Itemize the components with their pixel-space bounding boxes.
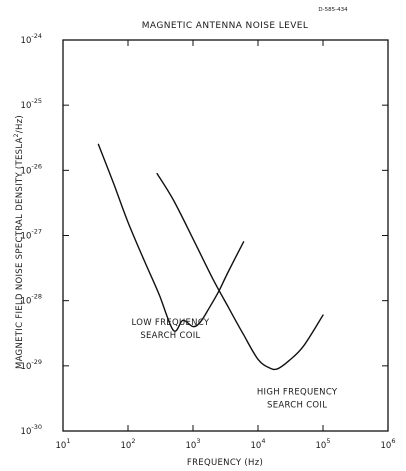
x-tick-label: 101 xyxy=(56,437,71,451)
x-tick-label: 105 xyxy=(316,437,331,451)
y-tick-label: 10-27 xyxy=(21,228,42,242)
y-axis-label-suffix: /Hz) xyxy=(15,115,25,133)
y-tick-label: 10-29 xyxy=(21,358,42,372)
y-axis-label: MAGNETIC FIELD NOISE SPECTRAL DENSITY (T… xyxy=(13,115,25,369)
high-frequency-label: HIGH FREQUENCY SEARCH COIL xyxy=(257,388,338,411)
low-frequency-search-coil-curve xyxy=(97,143,245,332)
high-frequency-search-coil-curve xyxy=(156,172,324,371)
x-axis: 101 102 103 104 105 106 xyxy=(56,40,396,451)
plot-area xyxy=(62,39,389,432)
y-tick-label: 10-30 xyxy=(21,423,42,437)
figure-id: D-585-434 xyxy=(318,7,348,13)
y-axis: 10-24 10-25 10-26 10-27 10-28 10-29 10-30 xyxy=(21,32,388,437)
y-tick-label: 10-25 xyxy=(21,97,42,111)
x-axis-label: FREQUENCY (Hz) xyxy=(187,458,263,468)
x-tick-label: 106 xyxy=(381,437,396,451)
y-tick-label: 10-24 xyxy=(21,32,42,46)
y-tick-label: 10-26 xyxy=(21,162,42,176)
y-axis-label-prefix: MAGNETIC FIELD NOISE SPECTRAL DENSITY (T… xyxy=(15,137,25,369)
x-tick-label: 102 xyxy=(121,437,136,451)
low-frequency-label: LOW FREQUENCY SEARCH COIL xyxy=(131,318,209,341)
x-tick-label: 104 xyxy=(251,437,266,451)
y-tick-label: 10-28 xyxy=(21,293,42,307)
x-tick-label: 103 xyxy=(186,437,201,451)
y-axis-label-sup: 2 xyxy=(13,133,20,137)
chart-title: MAGNETIC ANTENNA NOISE LEVEL xyxy=(142,21,309,31)
series-layer: LOW FREQUENCY SEARCH COIL HIGH FREQUENCY SE… xyxy=(97,143,338,411)
